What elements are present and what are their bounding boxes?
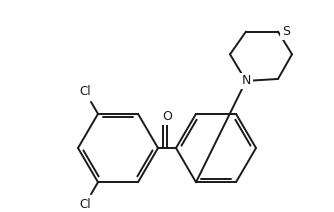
Text: Cl: Cl xyxy=(79,198,91,211)
Text: S: S xyxy=(282,25,290,38)
Text: Cl: Cl xyxy=(79,85,91,98)
Text: O: O xyxy=(162,110,172,123)
Text: N: N xyxy=(241,74,251,87)
